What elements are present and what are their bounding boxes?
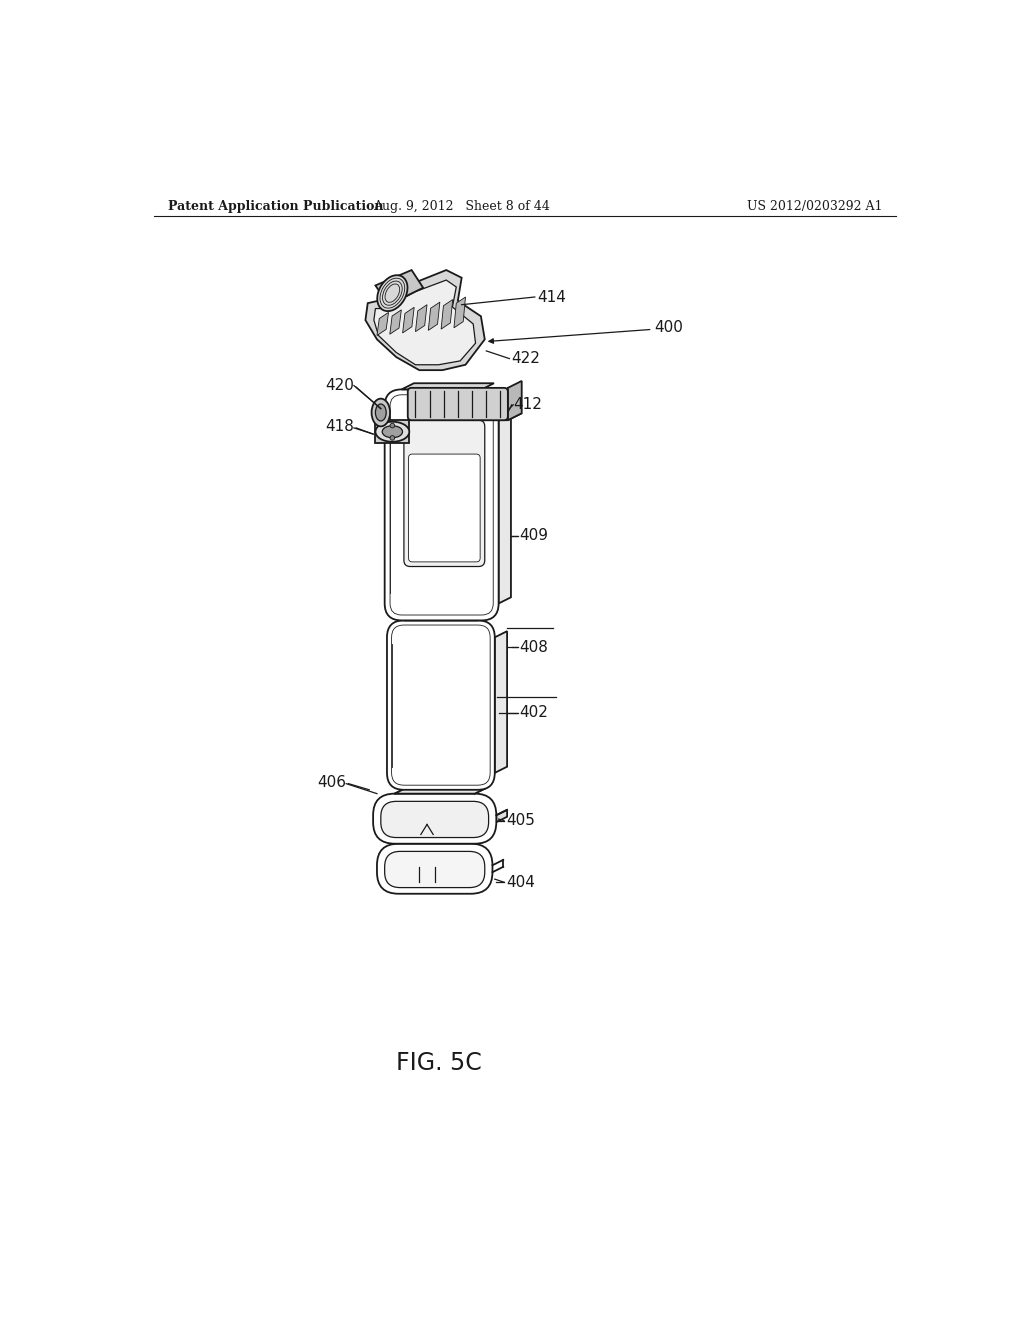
FancyBboxPatch shape <box>403 420 484 566</box>
Text: 422: 422 <box>512 351 541 366</box>
Text: FIG. 5C: FIG. 5C <box>395 1051 481 1076</box>
FancyBboxPatch shape <box>409 454 480 562</box>
FancyBboxPatch shape <box>385 851 484 887</box>
Polygon shape <box>401 383 494 389</box>
Ellipse shape <box>372 399 390 426</box>
Polygon shape <box>428 302 440 330</box>
FancyBboxPatch shape <box>385 389 499 620</box>
Polygon shape <box>377 313 388 335</box>
Polygon shape <box>454 297 466 327</box>
Text: Aug. 9, 2012   Sheet 8 of 44: Aug. 9, 2012 Sheet 8 of 44 <box>373 199 550 213</box>
Polygon shape <box>497 810 507 822</box>
Polygon shape <box>441 300 453 329</box>
Polygon shape <box>495 631 507 774</box>
Polygon shape <box>508 381 521 420</box>
FancyBboxPatch shape <box>373 793 497 843</box>
Polygon shape <box>403 614 490 620</box>
FancyBboxPatch shape <box>377 843 493 894</box>
Text: 406: 406 <box>317 775 346 789</box>
Circle shape <box>390 436 394 441</box>
Polygon shape <box>374 280 475 364</box>
Text: 420: 420 <box>325 378 354 393</box>
Polygon shape <box>394 788 485 793</box>
Text: 412: 412 <box>513 397 542 412</box>
Ellipse shape <box>376 422 410 442</box>
FancyBboxPatch shape <box>408 388 508 420</box>
Ellipse shape <box>382 426 402 438</box>
Polygon shape <box>376 420 410 444</box>
Text: 418: 418 <box>325 418 354 434</box>
Text: 404: 404 <box>506 875 536 890</box>
Polygon shape <box>408 413 521 420</box>
Ellipse shape <box>376 404 386 421</box>
Text: Patent Application Publication: Patent Application Publication <box>168 199 383 213</box>
Text: US 2012/0203292 A1: US 2012/0203292 A1 <box>746 199 882 213</box>
FancyBboxPatch shape <box>381 801 488 838</box>
Polygon shape <box>390 310 401 334</box>
Polygon shape <box>402 308 414 333</box>
Text: 408: 408 <box>519 640 548 655</box>
Polygon shape <box>376 271 423 305</box>
Circle shape <box>390 424 394 428</box>
Text: 414: 414 <box>538 289 566 305</box>
FancyBboxPatch shape <box>387 620 495 789</box>
Ellipse shape <box>377 275 408 312</box>
Polygon shape <box>499 400 511 603</box>
Text: 405: 405 <box>506 813 536 828</box>
Text: 402: 402 <box>519 705 548 721</box>
Text: 400: 400 <box>654 321 683 335</box>
Text: 409: 409 <box>519 528 549 544</box>
Polygon shape <box>416 305 427 331</box>
Polygon shape <box>366 271 484 370</box>
